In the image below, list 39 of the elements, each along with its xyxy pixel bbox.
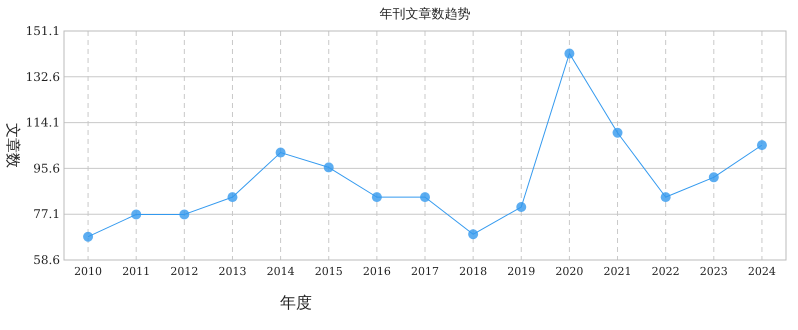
- point: [131, 209, 142, 220]
- x-axis-title: 年度: [280, 293, 312, 312]
- x-tick-label: 2018: [459, 265, 488, 278]
- point: [516, 202, 526, 212]
- x-tick-label: 2022: [652, 265, 680, 278]
- x-tick-label: 2016: [362, 265, 391, 278]
- point: [420, 192, 430, 202]
- y-tick-label: 132.6: [26, 70, 60, 84]
- y-tick-label: 95.6: [33, 161, 60, 176]
- y-axis-title: 文章数: [4, 123, 22, 168]
- point: [276, 148, 286, 158]
- point: [372, 192, 382, 202]
- x-tick-label: 2021: [604, 265, 632, 278]
- y-tick-label: 58.6: [33, 253, 60, 267]
- point: [660, 192, 671, 202]
- y-tick-label: 77.1: [33, 207, 60, 222]
- x-tick-label: 2023: [700, 265, 728, 278]
- y-tick-label: 151.1: [26, 24, 60, 38]
- x-tick-label: 2020: [555, 265, 584, 278]
- point: [179, 209, 190, 220]
- x-tick-label: 2024: [748, 265, 776, 278]
- point: [83, 232, 94, 242]
- point: [612, 128, 623, 138]
- x-tick-label: 2019: [507, 265, 536, 278]
- point: [227, 192, 238, 202]
- point: [756, 140, 767, 150]
- x-tick-label: 2013: [218, 265, 246, 278]
- y-tick-label: 114.1: [26, 116, 60, 130]
- x-tick-label: 2012: [170, 265, 198, 278]
- x-tick-label: 2017: [411, 265, 439, 278]
- point: [708, 172, 719, 182]
- x-tick-label: 2010: [74, 265, 102, 278]
- point: [468, 229, 478, 240]
- point: [324, 162, 334, 172]
- x-tick-label: 2015: [314, 265, 343, 278]
- x-tick-label: 2011: [122, 265, 150, 278]
- x-tick-label: 2014: [266, 265, 295, 278]
- point: [564, 48, 574, 59]
- chart-title: 年刊文章数趋势: [380, 7, 470, 22]
